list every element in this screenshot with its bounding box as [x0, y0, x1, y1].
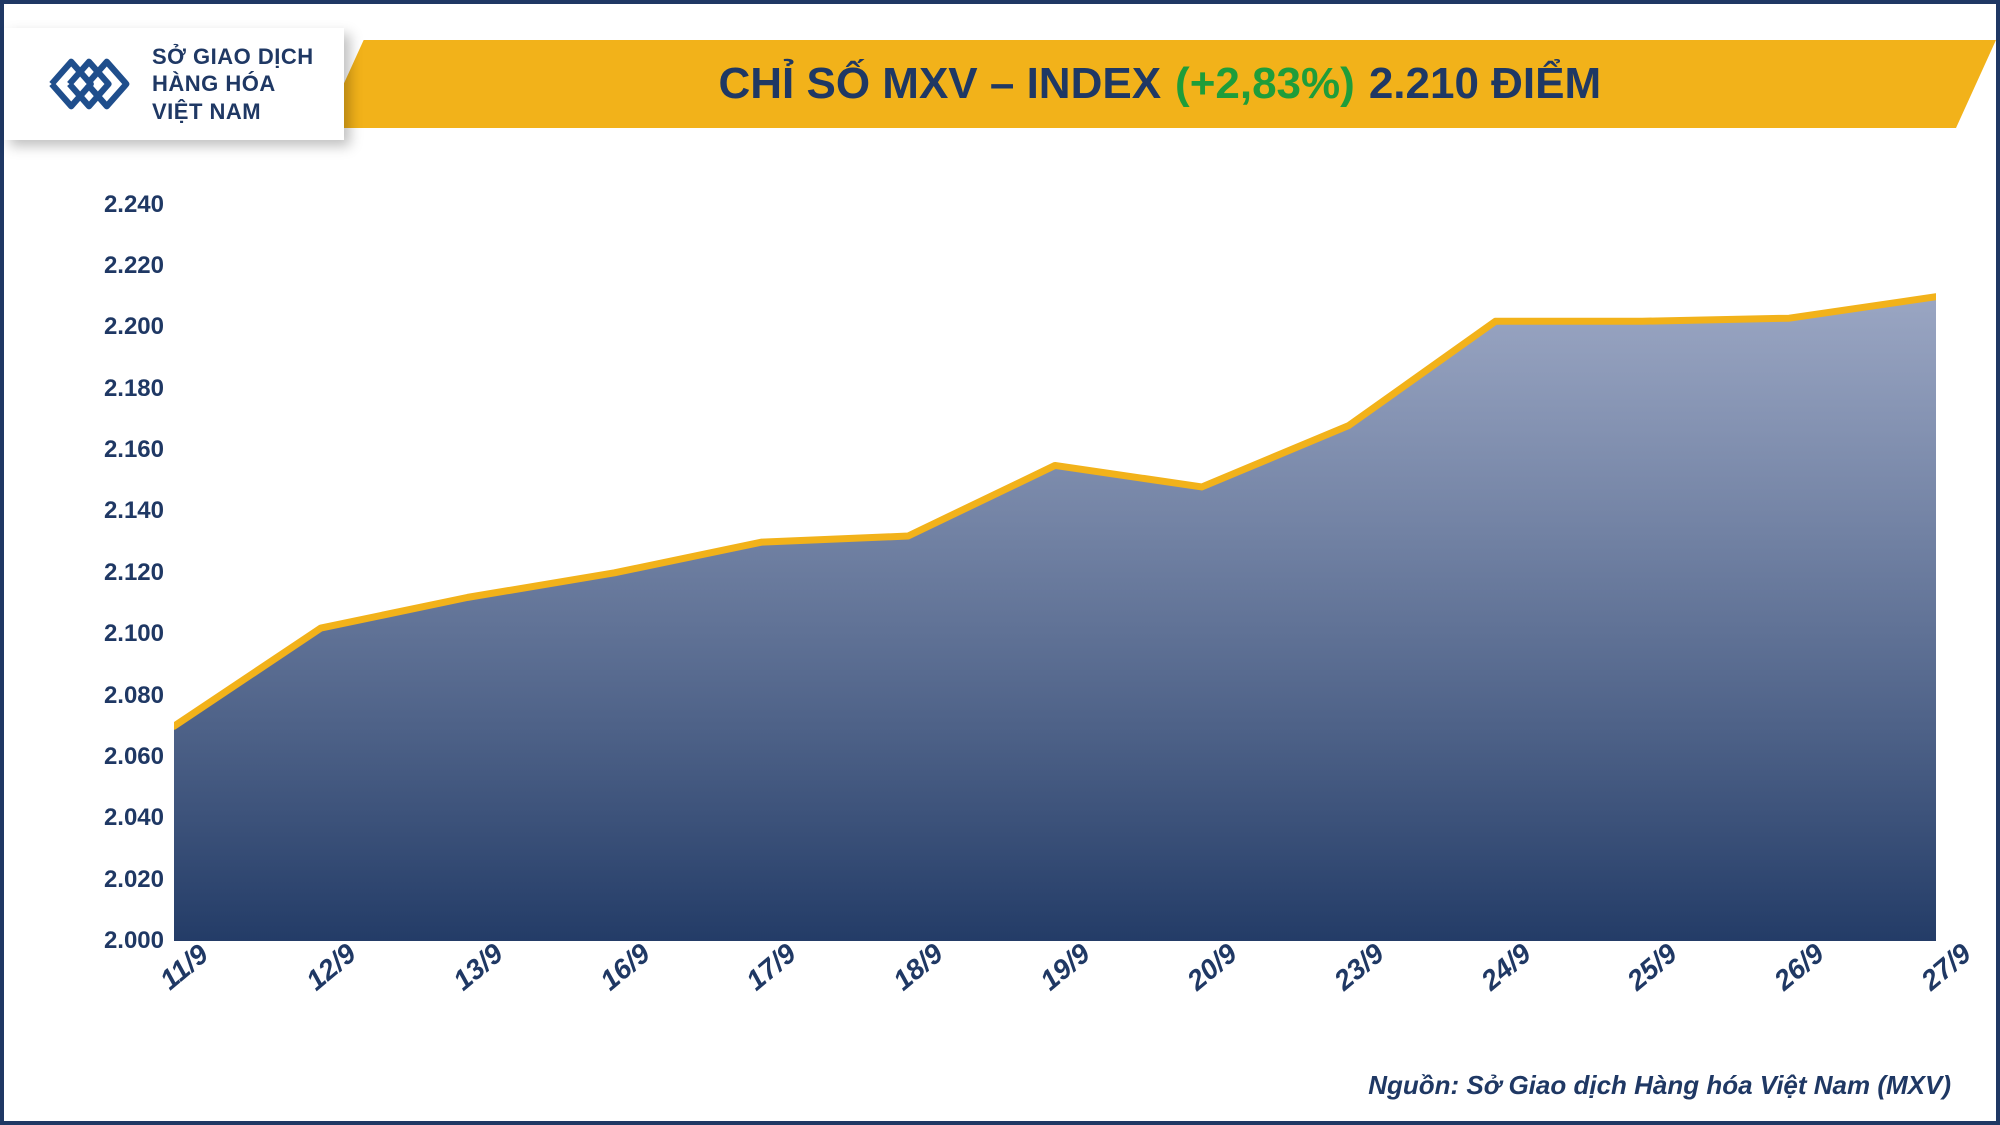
y-tick-label: 2.100 [104, 620, 164, 648]
x-tick-label: 27/9 [1915, 937, 1977, 997]
chart-title: CHỈ SỐ MXV – INDEX (+2,83%) 2.210 ĐIỂM [719, 59, 1602, 109]
x-tick-label: 23/9 [1328, 937, 1390, 997]
x-tick-label: 18/9 [887, 937, 949, 997]
y-tick-label: 2.060 [104, 743, 164, 771]
logo-text: SỞ GIAO DỊCH HÀNG HÓA VIỆT NAM [152, 43, 314, 126]
y-tick-label: 2.220 [104, 252, 164, 280]
plot-area [174, 174, 1936, 941]
area-chart-svg [174, 174, 1936, 941]
y-tick-label: 2.000 [104, 927, 164, 955]
title-banner: CHỈ SỐ MXV – INDEX (+2,83%) 2.210 ĐIỂM [324, 40, 1996, 128]
chart-region: 2.000 2.020 2.040 2.060 2.080 2.100 2.120 2.140… [64, 174, 1936, 1021]
x-tick-label: 13/9 [447, 937, 509, 997]
y-tick-label: 2.040 [104, 804, 164, 832]
x-axis: 11/912/913/916/917/918/919/920/923/924/9… [174, 941, 1936, 1021]
x-tick-label: 17/9 [740, 937, 802, 997]
area-fill [174, 297, 1936, 941]
logo-mark-icon [44, 44, 134, 124]
logo-line1: SỞ GIAO DỊCH [152, 43, 314, 71]
source-label: Nguồn: Sở Giao dịch Hàng hóa Việt Nam (M… [1368, 1070, 1951, 1101]
y-tick-label: 2.020 [104, 866, 164, 894]
title-change: (+2,83%) [1175, 59, 1355, 109]
y-tick-label: 2.140 [104, 497, 164, 525]
y-tick-label: 2.120 [104, 559, 164, 587]
title-prefix: CHỈ SỐ MXV – INDEX [719, 59, 1162, 109]
x-tick-label: 26/9 [1768, 937, 1830, 997]
logo-line3: VIỆT NAM [152, 98, 314, 126]
x-tick-label: 20/9 [1181, 937, 1243, 997]
y-tick-label: 2.180 [104, 375, 164, 403]
y-tick-label: 2.200 [104, 313, 164, 341]
title-value: 2.210 ĐIỂM [1369, 59, 1601, 109]
x-tick-label: 12/9 [300, 937, 362, 997]
x-tick-label: 19/9 [1034, 937, 1096, 997]
x-tick-label: 16/9 [594, 937, 656, 997]
y-axis: 2.0002.0202.0402.0602.0802.1002.1202.140… [64, 174, 174, 941]
logo-block: SỞ GIAO DỊCH HÀNG HÓA VIỆT NAM [4, 28, 344, 140]
y-tick-label: 2.160 [104, 436, 164, 464]
y-tick-label: 2.240 [104, 191, 164, 219]
y-tick-label: 2.080 [104, 682, 164, 710]
x-tick-label: 25/9 [1621, 937, 1683, 997]
logo-line2: HÀNG HÓA [152, 70, 314, 98]
x-tick-label: 24/9 [1475, 937, 1537, 997]
header: SỞ GIAO DỊCH HÀNG HÓA VIỆT NAM CHỈ SỐ MX… [4, 34, 1996, 134]
